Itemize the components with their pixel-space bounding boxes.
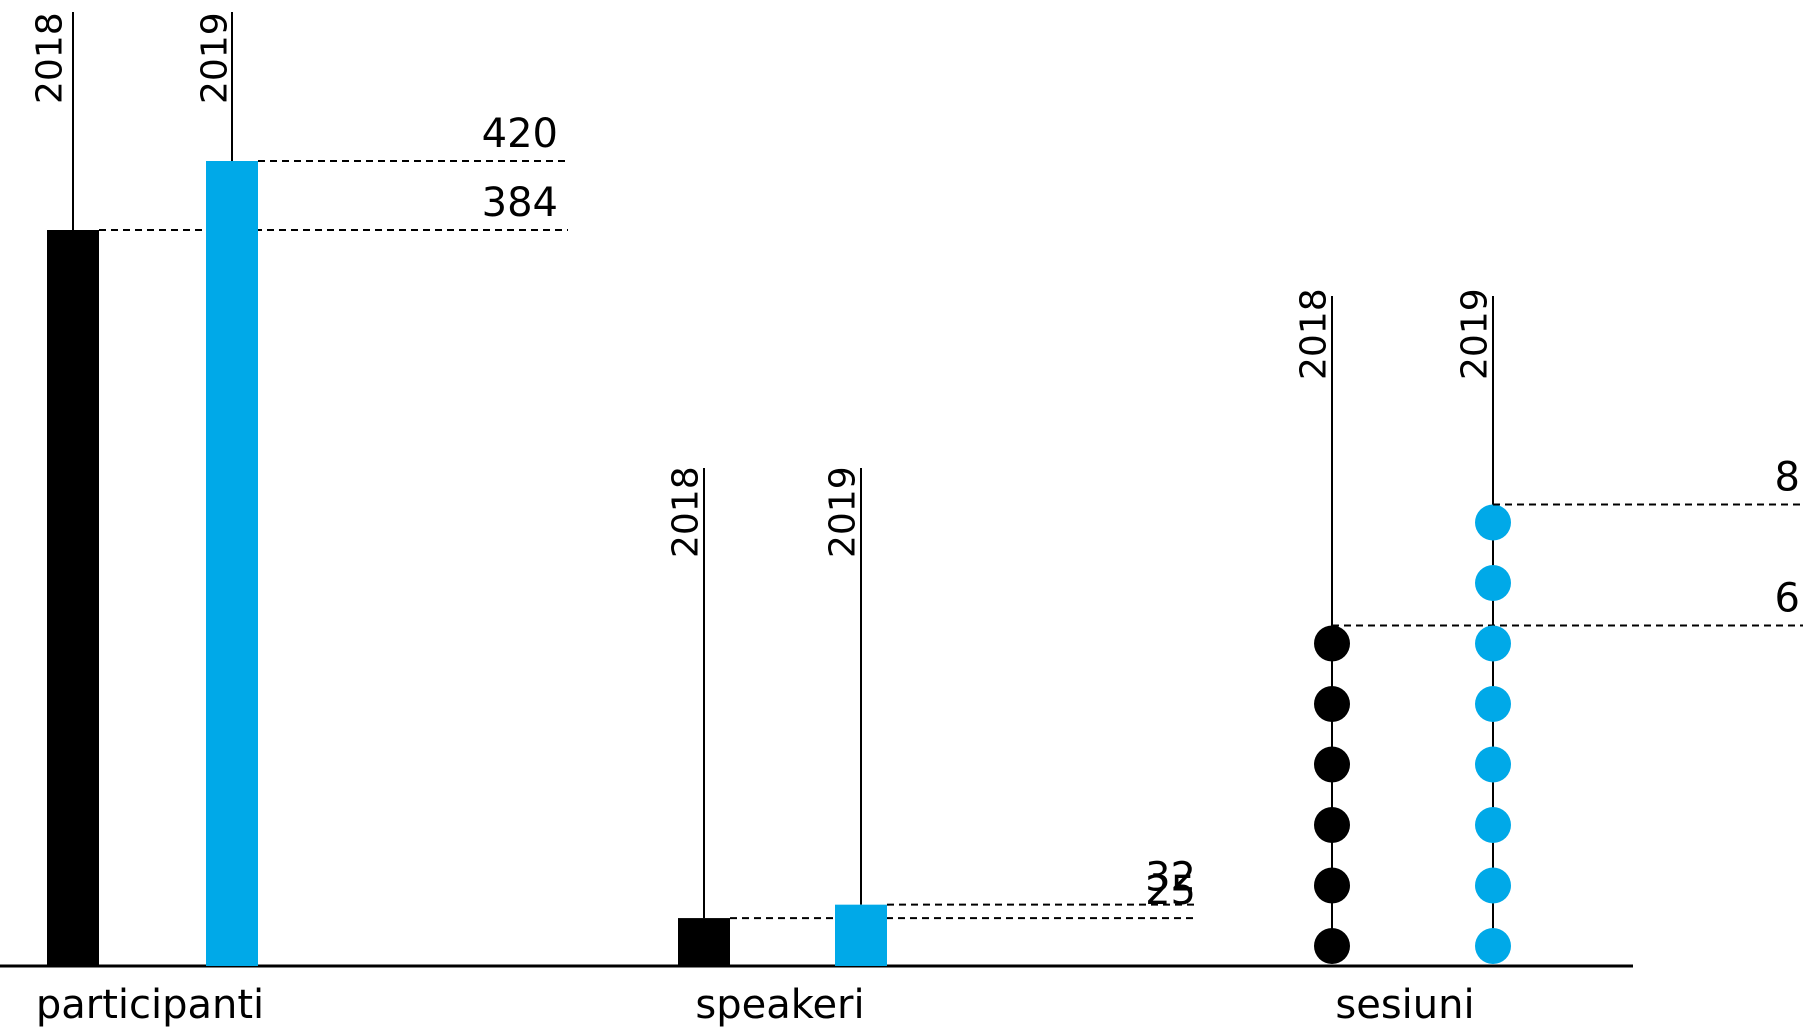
dot-2019-sesiuni xyxy=(1475,565,1511,601)
dot-2019-sesiuni xyxy=(1475,686,1511,722)
dot-2019-sesiuni xyxy=(1475,867,1511,904)
value-label: 25 xyxy=(1145,868,1196,914)
dot-2019-sesiuni xyxy=(1475,746,1511,783)
year-label: 2019 xyxy=(1455,288,1496,380)
year-label: 2019 xyxy=(195,12,236,104)
year-label: 2019 xyxy=(823,466,864,558)
bar-2019-speakeri xyxy=(835,904,887,966)
year-label: 2018 xyxy=(30,12,71,104)
value-label: 32 xyxy=(1145,855,1196,901)
bar-2018-speakeri xyxy=(678,918,730,966)
dot-2018-sesiuni xyxy=(1314,625,1350,662)
year-label: 2018 xyxy=(1294,288,1335,380)
category-label: participanti xyxy=(36,982,264,1028)
value-label: 420 xyxy=(482,111,558,157)
dot-2019-sesiuni xyxy=(1475,928,1511,964)
value-label: 6 xyxy=(1775,576,1800,622)
dot-2019-sesiuni xyxy=(1475,504,1511,541)
value-label: 8 xyxy=(1775,455,1800,501)
dot-2018-sesiuni xyxy=(1314,807,1350,843)
year-label: 2018 xyxy=(666,466,707,558)
bar-2018-participanti xyxy=(47,230,99,966)
dot-2018-sesiuni xyxy=(1314,686,1350,722)
chart-marks: 2018 384 2019 420 participanti 2018 25 2019 32 sp… xyxy=(0,12,1803,1028)
category-label: sesiuni xyxy=(1335,982,1474,1028)
dot-2018-sesiuni xyxy=(1314,867,1350,904)
dot-2019-sesiuni xyxy=(1475,625,1511,662)
value-label: 384 xyxy=(482,180,558,226)
category-label: speakeri xyxy=(695,982,864,1028)
bar-2019-participanti xyxy=(206,161,258,966)
dot-2018-sesiuni xyxy=(1314,928,1350,964)
dot-2019-sesiuni xyxy=(1475,807,1511,843)
dot-2018-sesiuni xyxy=(1314,746,1350,783)
